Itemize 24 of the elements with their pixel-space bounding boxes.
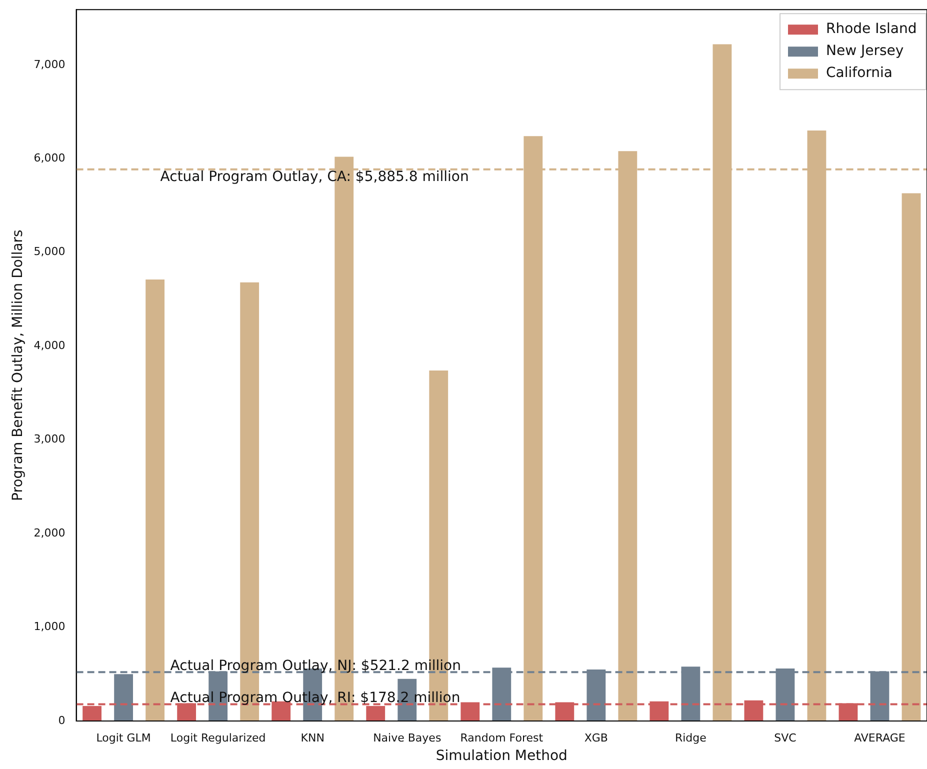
x-tick-label: Ridge — [674, 731, 707, 744]
legend-label: Rhode Island — [826, 21, 917, 38]
y-tick-label: 6,000 — [34, 151, 66, 164]
x-tick-label: SVC — [774, 731, 797, 744]
y-tick-label: 0 — [58, 714, 66, 727]
y-tick-label: 5,000 — [34, 245, 66, 258]
y-tick-label: 7,000 — [34, 58, 66, 71]
x-tick-label: Random Forest — [460, 731, 544, 744]
x-tick-label: AVERAGE — [854, 731, 906, 744]
y-tick-label: 2,000 — [34, 526, 66, 540]
y-tick-label: 3,000 — [34, 432, 66, 446]
x-tick-label: Logit GLM — [96, 731, 151, 744]
x-tick-label: Logit Regularized — [170, 731, 266, 744]
legend-label: California — [826, 65, 892, 82]
x-axis-title: Simulation Method — [436, 748, 568, 764]
y-axis-title: Program Benefit Outlay, Million Dollars — [10, 230, 26, 501]
y-tick-label: 4,000 — [34, 338, 66, 352]
y-tick-label: 1,000 — [34, 620, 66, 634]
legend-label: New Jersey — [826, 43, 904, 60]
bar — [902, 193, 921, 721]
x-tick-label: XGB — [584, 731, 608, 744]
x-tick-label: Naive Bayes — [373, 731, 442, 744]
x-tick-label: KNN — [300, 731, 324, 744]
bar — [146, 280, 165, 721]
